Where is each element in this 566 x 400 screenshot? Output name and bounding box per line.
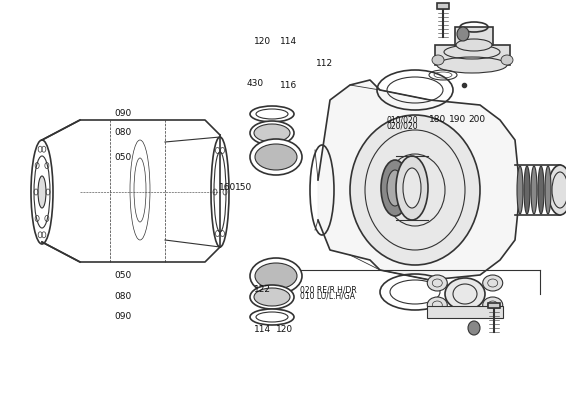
Ellipse shape bbox=[250, 106, 294, 122]
Ellipse shape bbox=[396, 156, 428, 220]
Ellipse shape bbox=[427, 275, 447, 291]
Ellipse shape bbox=[250, 309, 294, 325]
Ellipse shape bbox=[250, 121, 294, 145]
Ellipse shape bbox=[457, 27, 469, 41]
Ellipse shape bbox=[255, 144, 297, 170]
Ellipse shape bbox=[350, 115, 480, 265]
Ellipse shape bbox=[38, 176, 46, 208]
Text: 080: 080 bbox=[114, 128, 131, 137]
Text: 180: 180 bbox=[429, 116, 446, 124]
Ellipse shape bbox=[445, 278, 485, 310]
Ellipse shape bbox=[432, 55, 444, 65]
Ellipse shape bbox=[483, 297, 503, 313]
Ellipse shape bbox=[255, 263, 297, 289]
Text: 430: 430 bbox=[247, 80, 264, 88]
Ellipse shape bbox=[250, 258, 302, 294]
Ellipse shape bbox=[538, 166, 544, 214]
Text: 200: 200 bbox=[469, 116, 486, 124]
Text: 122: 122 bbox=[254, 286, 271, 294]
Text: 120: 120 bbox=[254, 38, 271, 46]
Ellipse shape bbox=[403, 168, 421, 208]
Ellipse shape bbox=[524, 166, 530, 214]
Text: 010/020: 010/020 bbox=[386, 116, 418, 124]
Ellipse shape bbox=[456, 39, 492, 51]
Ellipse shape bbox=[468, 321, 480, 335]
Text: 090: 090 bbox=[114, 312, 131, 321]
Text: 150: 150 bbox=[235, 184, 252, 192]
Polygon shape bbox=[318, 80, 520, 280]
Text: 116: 116 bbox=[280, 81, 297, 90]
Ellipse shape bbox=[250, 285, 294, 309]
Bar bbox=[427, 306, 503, 318]
Text: 160: 160 bbox=[219, 184, 236, 192]
Text: 190: 190 bbox=[449, 116, 466, 124]
Bar bbox=[455, 27, 493, 45]
Text: 120: 120 bbox=[276, 326, 293, 334]
Bar bbox=[488, 303, 500, 308]
Ellipse shape bbox=[531, 166, 537, 214]
Ellipse shape bbox=[427, 297, 447, 313]
Text: 112: 112 bbox=[316, 60, 333, 68]
Ellipse shape bbox=[548, 165, 566, 215]
Text: 114: 114 bbox=[280, 38, 297, 46]
Ellipse shape bbox=[545, 166, 551, 214]
Ellipse shape bbox=[517, 166, 523, 214]
Text: 090: 090 bbox=[114, 110, 131, 118]
Text: 050: 050 bbox=[114, 272, 131, 280]
Ellipse shape bbox=[437, 57, 507, 73]
Text: 080: 080 bbox=[114, 292, 131, 301]
Text: 050: 050 bbox=[114, 153, 131, 162]
Ellipse shape bbox=[254, 124, 290, 142]
Ellipse shape bbox=[381, 160, 409, 216]
Text: 010 LU/L.H/GA: 010 LU/L.H/GA bbox=[300, 291, 355, 300]
Ellipse shape bbox=[387, 170, 403, 206]
Ellipse shape bbox=[501, 55, 513, 65]
Ellipse shape bbox=[483, 275, 503, 291]
Ellipse shape bbox=[254, 288, 290, 306]
Bar bbox=[437, 3, 449, 9]
Text: 020/020: 020/020 bbox=[386, 121, 418, 130]
Text: 114: 114 bbox=[254, 326, 271, 334]
Text: 020 RE/R.H/DR: 020 RE/R.H/DR bbox=[300, 286, 357, 294]
Bar bbox=[435, 45, 510, 65]
Ellipse shape bbox=[250, 139, 302, 175]
